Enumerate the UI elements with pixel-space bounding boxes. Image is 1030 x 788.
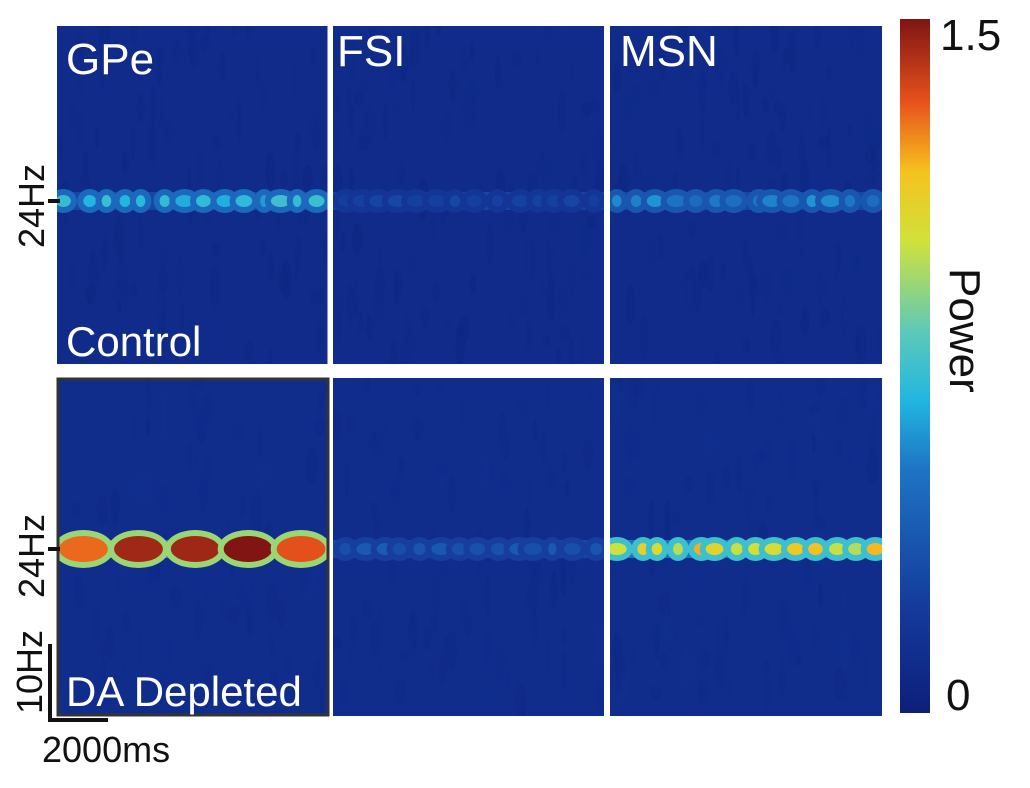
ytick-top: 24Hz [11,164,60,248]
colorbar-gradient [900,19,930,713]
colorbar: 1.5 0 Power [900,11,1001,720]
column-label-msn: MSN [620,27,718,76]
heatmap-panel-msn-control [610,26,882,364]
scalebar-x-label: 2000ms [42,729,170,770]
scalebar-y-label: 10Hz [9,630,50,714]
row-label-control: Control [66,318,201,365]
column-label-gpe: GPe [66,35,154,84]
heatmap-panel-gpe-control [57,26,328,364]
row-label-da-depleted: DA Depleted [66,668,302,715]
colorbar-max-label: 1.5 [940,11,1001,60]
colorbar-min-label: 0 [946,671,970,720]
heatmap-panel-msn-da-depleted [610,378,882,716]
scale-bar: 10Hz 2000ms [9,630,170,770]
heatmap-panel-fsi-control [333,26,604,364]
column-label-fsi: FSI [337,27,405,76]
ytick-bottom: 24Hz [11,514,60,598]
ytick-label-bottom: 24Hz [11,514,52,598]
heatmap-panel-fsi-da-depleted [333,378,604,716]
heatmap-panel-gpe-da-depleted [57,378,328,716]
ytick-label-top: 24Hz [11,164,52,248]
heatmap-panels [56,26,882,717]
colorbar-title: Power [940,268,989,393]
